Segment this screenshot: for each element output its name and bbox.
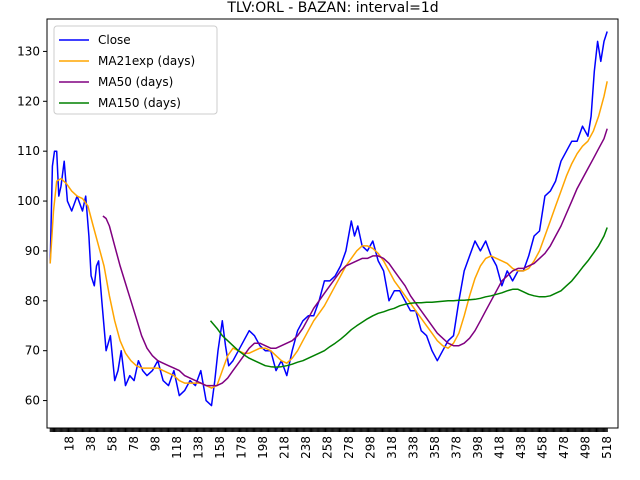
x-tick-label: 118	[170, 436, 184, 459]
x-tick-label: 158	[213, 436, 227, 459]
x-tick-label: 58	[106, 436, 120, 451]
x-axis-ticks: 18 38 58 78 98 118 138 158 178 198 218 238 258 278 298…	[49, 428, 614, 459]
plot-frame	[46, 18, 619, 429]
x-tick-label: 258	[321, 436, 335, 459]
y-tick-label: 90	[25, 244, 40, 258]
x-tick-label: 398	[471, 436, 485, 459]
x-tick-label: 218	[278, 436, 292, 459]
y-tick-label: 100	[17, 194, 40, 208]
x-tick-label: 498	[579, 436, 593, 459]
x-tick-label: 438	[514, 436, 528, 459]
x-tick-label: 318	[385, 436, 399, 459]
x-tick-label: 378	[450, 436, 464, 459]
x-tick-label: 198	[256, 436, 270, 459]
x-tick-label: 78	[127, 436, 141, 451]
y-tick-label: 70	[25, 344, 40, 358]
x-tick-label: 298	[364, 436, 378, 459]
x-tick-label: 358	[428, 436, 442, 459]
x-tick-label: 138	[192, 436, 206, 459]
x-tick-label: 338	[407, 436, 421, 459]
x-tick-label: 98	[149, 436, 163, 451]
x-tick-label: 178	[235, 436, 249, 459]
series-line-3	[209, 227, 608, 368]
series-line-2	[102, 128, 608, 387]
legend: Close MA21exp (days) MA50 (days) MA150 (day…	[53, 25, 218, 115]
legend-label: MA21exp (days)	[98, 54, 195, 68]
y-tick-label: 120	[17, 94, 40, 108]
series-line-1	[49, 81, 608, 389]
x-tick-label: 38	[84, 436, 98, 451]
y-tick-label: 130	[17, 44, 40, 58]
y-tick-label: 60	[25, 394, 40, 408]
x-tick-label: 18	[63, 436, 77, 451]
y-axis-ticks: 60 70 80 90 100 110 120 130	[17, 44, 47, 408]
x-tick-label: 278	[342, 436, 356, 459]
chart-title: TLV:ORL - BAZAN: interval=1d	[226, 0, 438, 16]
legend-label: MA150 (days)	[98, 96, 181, 110]
legend-label: Close	[98, 33, 131, 47]
series-line-0	[49, 31, 608, 407]
x-tick-label: 238	[299, 436, 313, 459]
y-tick-label: 80	[25, 294, 40, 308]
series-layer	[49, 31, 608, 407]
legend-label: MA50 (days)	[98, 75, 173, 89]
x-tick-label: 478	[557, 436, 571, 459]
y-tick-label: 110	[17, 144, 40, 158]
x-tick-label: 458	[536, 436, 550, 459]
legend-box	[53, 25, 218, 115]
x-tick-label: 418	[493, 436, 507, 459]
x-tick-label: 518	[600, 436, 614, 459]
